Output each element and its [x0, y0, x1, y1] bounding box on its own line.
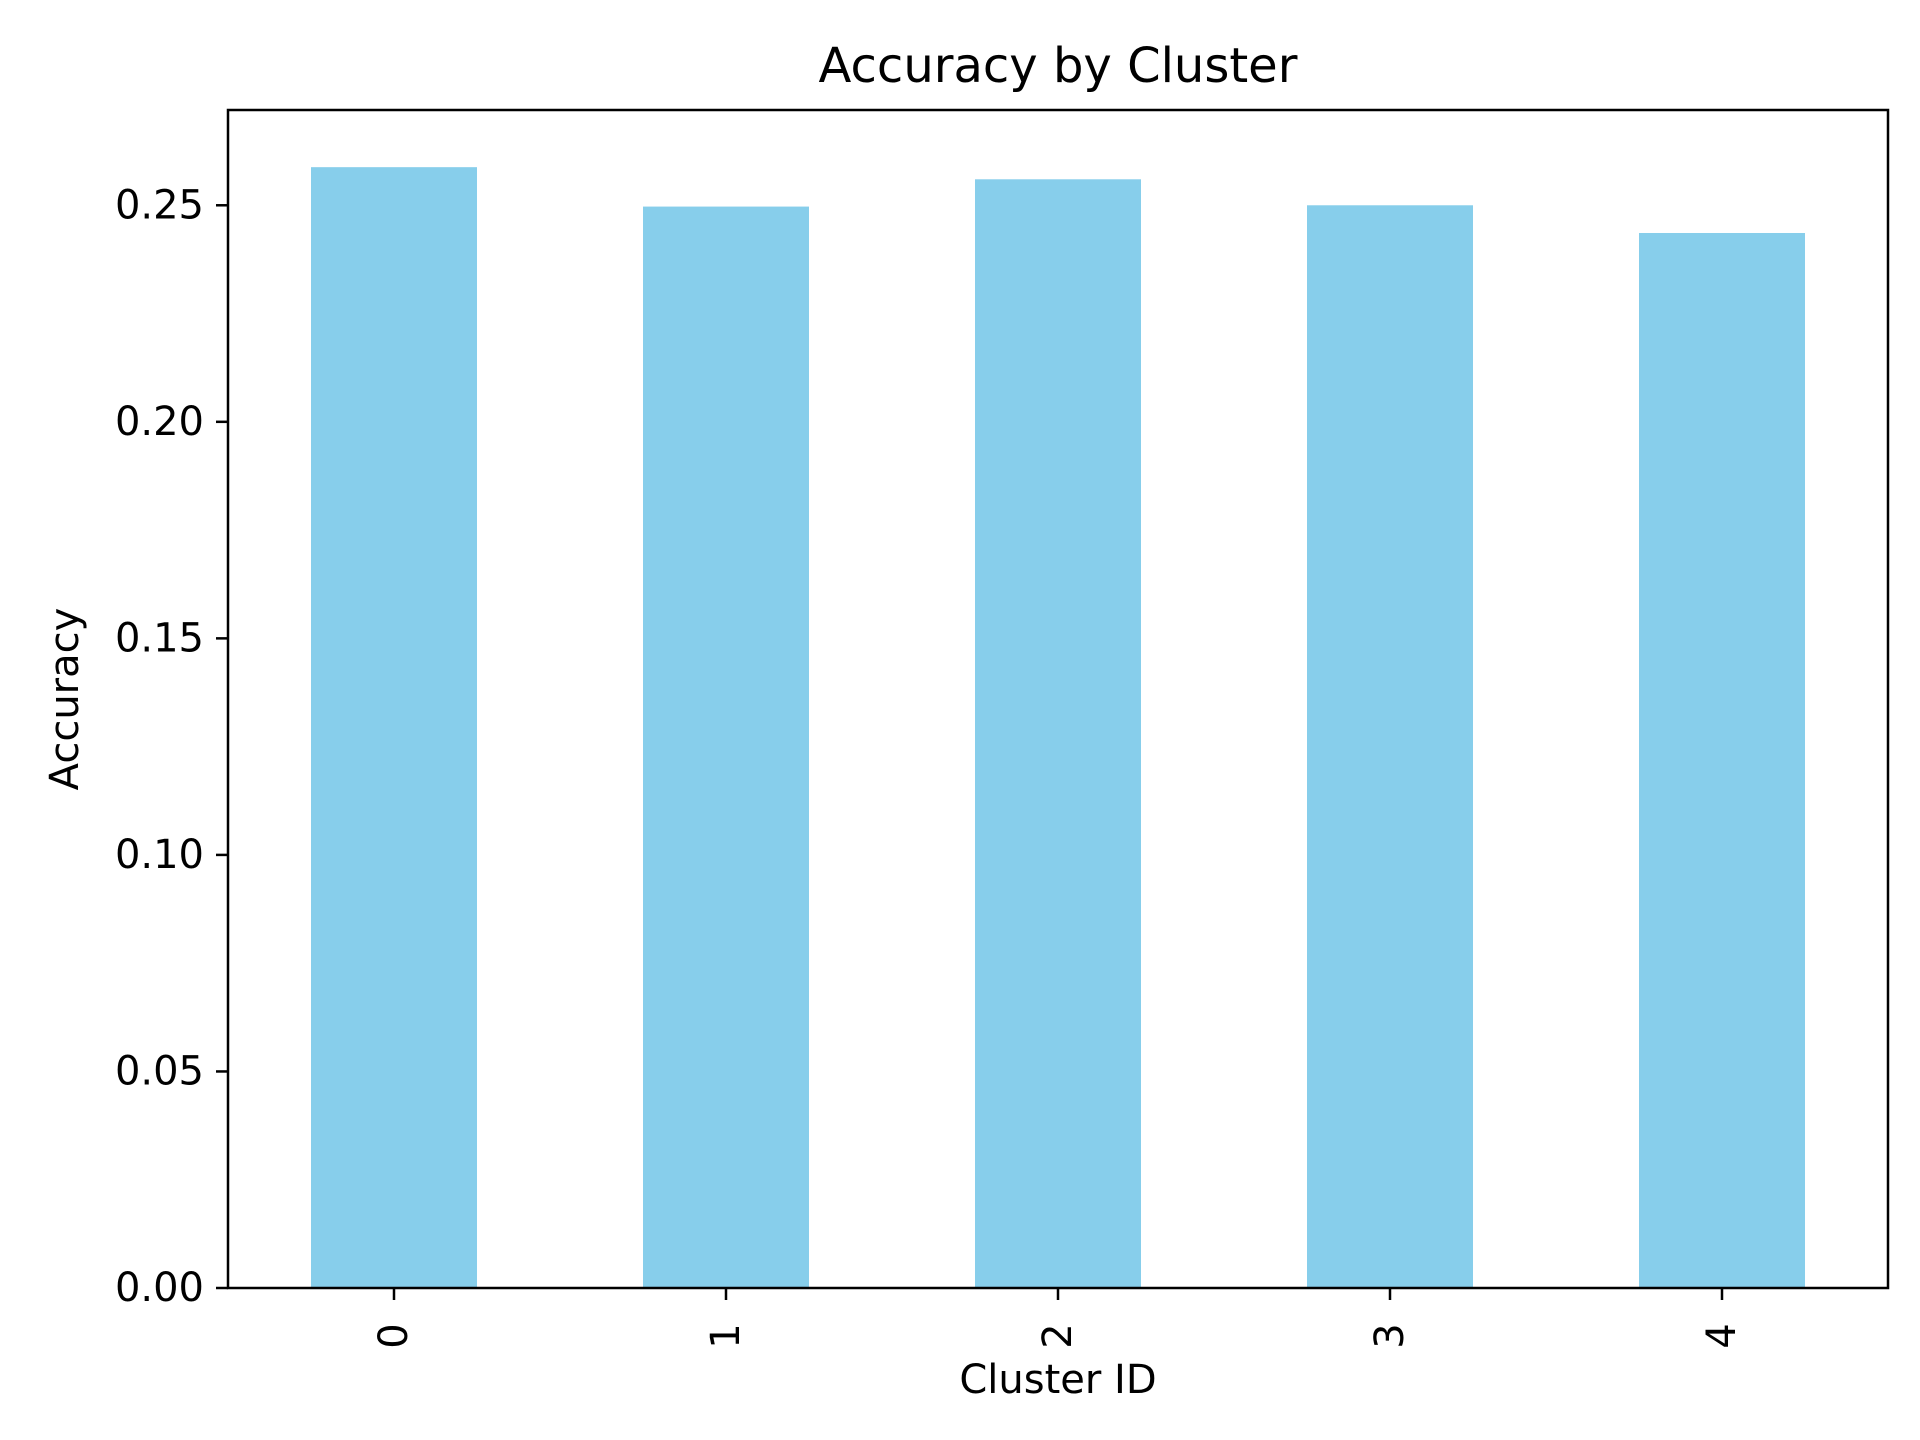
x-axis-ticks: 0 1 2 3 4 — [371, 1288, 1745, 1349]
y-tick-label: 0.25 — [115, 182, 204, 228]
y-axis-label: Accuracy — [42, 608, 88, 791]
y-axis-ticks: 0.00 0.05 0.10 0.15 0.20 0.25 — [115, 182, 228, 1311]
plot-frame — [226, 108, 1890, 1290]
x-tick-label: 2 — [1035, 1323, 1081, 1348]
bar-cluster-4 — [1639, 232, 1805, 1288]
y-tick-label: 0.20 — [115, 399, 204, 445]
y-tick-label: 0.00 — [115, 1265, 204, 1311]
x-tick-label: 4 — [1699, 1323, 1745, 1348]
bar-cluster-3 — [1307, 205, 1473, 1288]
y-tick-label: 0.10 — [115, 832, 204, 878]
y-tick-label: 0.05 — [115, 1048, 204, 1094]
bars-group — [311, 167, 1805, 1289]
x-axis-label: Cluster ID — [959, 1357, 1156, 1403]
y-tick-label: 0.15 — [115, 615, 204, 661]
x-tick-label: 3 — [1367, 1323, 1413, 1348]
bar-cluster-0 — [311, 167, 477, 1289]
chart-title: Accuracy by Cluster — [819, 38, 1298, 94]
bar-cluster-2 — [975, 179, 1141, 1289]
x-tick-label: 0 — [371, 1323, 417, 1348]
x-tick-label: 1 — [703, 1323, 749, 1348]
bar-cluster-1 — [643, 206, 809, 1289]
